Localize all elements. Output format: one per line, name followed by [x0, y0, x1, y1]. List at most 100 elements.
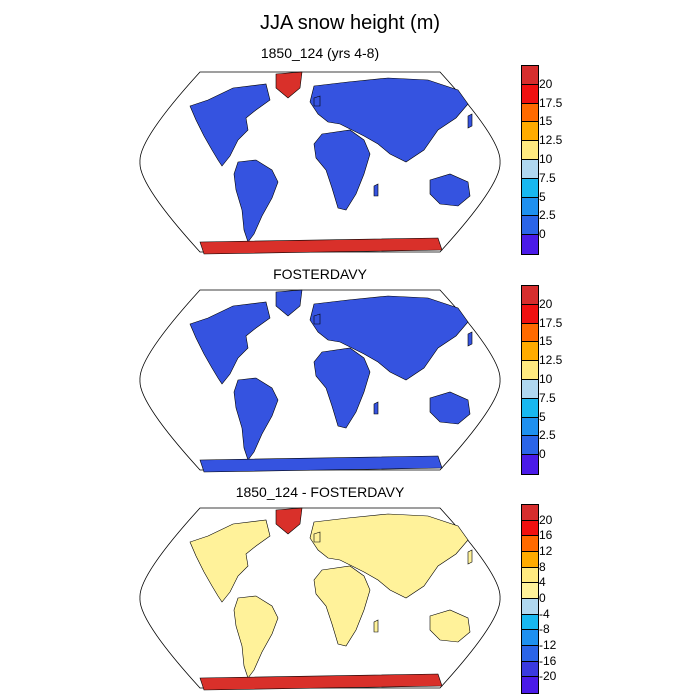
colorbar-segment [522, 216, 538, 236]
colorbar-segment [522, 323, 538, 343]
africa-landmass [313, 129, 371, 211]
colorbar-segment [522, 103, 538, 123]
colorbar-segment [522, 159, 538, 179]
samerica-landmass [233, 377, 279, 461]
colorbar-segment [522, 379, 538, 399]
australia-landmass [429, 173, 471, 207]
colorbar-segment [522, 235, 538, 254]
colorbar-tick-label: 2.5 [536, 428, 556, 443]
australia-landmass [429, 391, 471, 425]
samerica-landmass [233, 595, 279, 679]
colorbar-segment [522, 141, 538, 160]
colorbar-tick-label: 10 [535, 152, 553, 166]
madagascar-landmass [373, 401, 379, 415]
colorbar-tick-label: 17.5 [535, 315, 563, 330]
panel-2-title: FOSTERDAVY [273, 266, 367, 282]
colorbar-segment [522, 614, 538, 631]
panel-2-colorbar [521, 285, 539, 475]
greenland-landmass [275, 71, 303, 99]
colorbar-tick-label: -20 [535, 669, 557, 684]
panel-1-title: 1850_124 (yrs 4-8) [260, 45, 380, 61]
japan-landmass [467, 549, 473, 565]
colorbar-tick-label: 20 [535, 76, 553, 91]
panel-3-colorbar [521, 504, 539, 694]
colorbar-segment [522, 286, 538, 305]
colorbar-segment [522, 361, 538, 380]
colorbar-segment [522, 536, 538, 552]
colorbar-tick-label: 12 [535, 544, 553, 558]
greenland-landmass [275, 507, 303, 535]
colorbar-tick-label: -12 [535, 638, 557, 652]
samerica-landmass [233, 159, 279, 243]
colorbar-segment [522, 342, 538, 362]
japan-landmass [467, 331, 473, 347]
colorbar-tick-label: 15 [535, 114, 553, 129]
colorbar-tick-label: 20 [535, 512, 553, 527]
africa-landmass [313, 347, 371, 429]
colorbar-segment [522, 645, 538, 662]
colorbar-segment [522, 505, 538, 521]
colorbar-tick-label: -16 [535, 653, 557, 668]
colorbar-segment [522, 304, 538, 324]
panel-1-map [139, 71, 501, 255]
colorbar-tick-label: -8 [536, 622, 550, 637]
colorbar-segment [522, 661, 538, 678]
colorbar-tick-label: 2.5 [536, 208, 556, 223]
figure-title: JJA snow height (m) [259, 12, 441, 34]
colorbar-segment [522, 455, 538, 474]
madagascar-landmass [373, 619, 379, 633]
greenland-landmass [275, 289, 303, 317]
colorbar-tick-label: 4 [536, 575, 546, 590]
colorbar-segment [522, 398, 538, 418]
panel-3-title: 1850_124 - FOSTERDAVY [235, 484, 405, 500]
colorbar-tick-label: 12.5 [535, 133, 563, 148]
colorbar-tick-label: 16 [535, 528, 553, 543]
antarctica-landmass [199, 455, 443, 473]
colorbar-tick-label: 20 [535, 296, 553, 311]
colorbar-tick-label: 0 [536, 227, 546, 242]
colorbar-tick-label: 5 [536, 409, 546, 424]
namerica-landmass [189, 83, 271, 167]
colorbar-segment [522, 178, 538, 198]
colorbar-segment [522, 84, 538, 104]
madagascar-landmass [373, 183, 379, 197]
colorbar-tick-label: 7.5 [536, 390, 556, 405]
eurasia-landmass [309, 513, 469, 599]
colorbar-tick-label: -4 [536, 606, 550, 621]
eurasia-landmass [309, 295, 469, 381]
colorbar-tick-label: 5 [536, 189, 546, 204]
uk-landmass [313, 95, 321, 107]
colorbar-segment [522, 551, 538, 568]
colorbar-tick-label: 10 [535, 372, 553, 386]
colorbar-tick-label: 17.5 [535, 95, 563, 110]
eurasia-landmass [309, 77, 469, 163]
uk-landmass [313, 313, 321, 325]
panel-3-map [139, 507, 501, 691]
namerica-landmass [189, 301, 271, 385]
colorbar-segment [522, 66, 538, 85]
colorbar-segment [522, 417, 538, 437]
colorbar-segment [522, 598, 538, 615]
australia-landmass [429, 609, 471, 643]
colorbar-segment [522, 677, 538, 693]
namerica-landmass [189, 519, 271, 603]
colorbar-segment [522, 520, 538, 537]
colorbar-segment [522, 583, 538, 599]
colorbar-tick-label: 0 [536, 447, 546, 462]
colorbar-segment [522, 436, 538, 456]
colorbar-tick-label: 0 [536, 591, 546, 605]
africa-landmass [313, 565, 371, 647]
antarctica-landmass [199, 673, 443, 691]
colorbar-tick-label: 7.5 [536, 170, 556, 185]
colorbar-segment [522, 630, 538, 646]
japan-landmass [467, 113, 473, 129]
colorbar-segment [522, 567, 538, 584]
panel-1-colorbar [521, 65, 539, 255]
uk-landmass [313, 531, 321, 543]
colorbar-tick-label: 15 [535, 334, 553, 349]
colorbar-segment [522, 122, 538, 142]
colorbar-tick-label: 8 [536, 559, 546, 574]
antarctica-landmass [199, 237, 443, 255]
colorbar-tick-label: 12.5 [535, 353, 563, 368]
panel-2-map [139, 289, 501, 473]
